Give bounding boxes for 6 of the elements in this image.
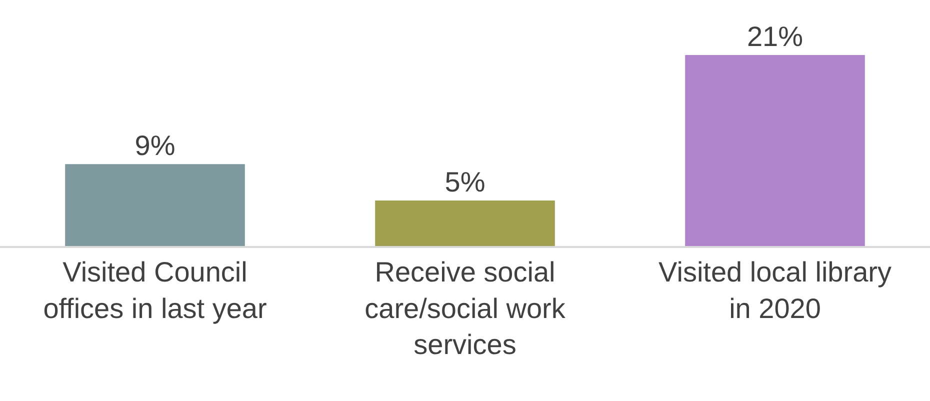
x-tick-label: Visited local library in 2020: [658, 256, 892, 324]
data-label: 9%: [134, 130, 176, 162]
x-tick-label: Visited Council offices in last year: [43, 256, 267, 324]
data-label: 21%: [746, 21, 804, 52]
x-tick-label: Receive social care/social work services: [364, 256, 566, 360]
data-label: 5%: [444, 166, 486, 198]
